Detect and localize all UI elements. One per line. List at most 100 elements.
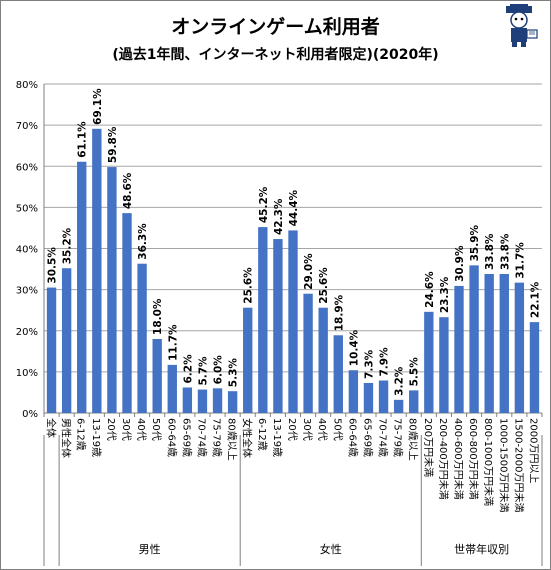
category-label: 6-12歳	[256, 418, 268, 451]
bar	[409, 390, 419, 413]
category-label: 13-19歳	[271, 418, 283, 457]
bar	[484, 273, 494, 413]
bar	[122, 213, 132, 413]
category-label: 75-79歳	[211, 418, 223, 457]
bar	[499, 273, 509, 413]
chart-subtitle: (過去1年間、インターネット利用者限定)(2020年)	[112, 47, 439, 63]
bar	[424, 311, 434, 413]
category-label: 80歳以上	[226, 418, 238, 461]
data-label: 5.5%	[409, 357, 421, 387]
category-label: 女性全体	[241, 418, 254, 458]
data-label: 7.9%	[379, 347, 391, 377]
bar	[61, 268, 72, 413]
bar	[348, 370, 359, 413]
category-label: 2000万円以上	[527, 418, 539, 483]
bar	[378, 380, 389, 413]
data-label: 33.8%	[484, 233, 496, 270]
y-tick-label: 10%	[16, 368, 38, 379]
bar	[182, 387, 193, 413]
data-label: 7.3%	[363, 349, 375, 379]
category-label: 1000-1500万円未満	[497, 418, 509, 513]
category-label: 400-600万円未満	[452, 418, 464, 500]
data-label: 30.5%	[47, 247, 59, 284]
category-label: 600-800万円未満	[467, 418, 479, 500]
data-label: 24.6%	[424, 271, 436, 308]
category-label: 13-19歳	[90, 418, 102, 457]
y-tick-label: 30%	[16, 286, 38, 297]
category-label: 1500-2000万円未満	[512, 418, 524, 513]
bar	[288, 230, 298, 413]
bar	[227, 391, 238, 413]
data-label: 36.3%	[137, 223, 149, 260]
group-label: 世帯年収別	[454, 542, 509, 556]
y-tick-label: 80%	[16, 80, 38, 91]
bar	[152, 338, 162, 413]
data-label: 31.7%	[514, 242, 526, 279]
category-label: 6-12歳	[75, 418, 87, 451]
data-label: 10.4%	[348, 329, 360, 366]
bar	[92, 128, 102, 414]
category-label: 50代	[150, 418, 162, 441]
bar	[318, 307, 328, 413]
data-label: 23.3%	[439, 276, 451, 313]
data-label: 45.2%	[258, 186, 270, 223]
bar	[529, 322, 540, 413]
bar	[46, 287, 57, 413]
bar	[77, 161, 87, 413]
data-label: 35.2%	[62, 227, 74, 264]
category-label: 80歳以上	[407, 418, 419, 461]
bar	[303, 293, 313, 413]
data-label: 25.6%	[243, 267, 255, 304]
category-label: 200万円未満	[422, 418, 434, 477]
bar	[258, 227, 268, 413]
category-label: 60-64歳	[165, 418, 177, 457]
bar	[243, 307, 253, 413]
chart-title: オンラインゲーム利用者	[171, 16, 380, 38]
mascot-icon	[506, 4, 538, 47]
category-label: 30代	[120, 418, 132, 441]
bar	[137, 263, 147, 413]
y-tick-label: 0%	[22, 409, 38, 420]
y-tick-label: 50%	[16, 203, 38, 214]
bar	[167, 364, 177, 413]
category-label: 全体	[45, 418, 58, 438]
category-label: 30代	[301, 418, 313, 441]
data-label: 22.1%	[529, 281, 541, 318]
bar	[333, 335, 343, 413]
category-label: 65-69歳	[361, 418, 373, 457]
group-label: 男性	[139, 542, 161, 556]
data-label: 33.8%	[499, 233, 511, 270]
category-label: 50代	[331, 418, 343, 441]
data-label: 11.7%	[167, 324, 179, 361]
category-label: 70-74歳	[195, 418, 207, 457]
bar	[393, 399, 404, 413]
bar	[454, 285, 464, 413]
category-label: 男性全体	[60, 418, 73, 458]
data-label: 35.9%	[469, 224, 481, 261]
data-label: 18.9%	[333, 294, 345, 331]
y-tick-label: 70%	[16, 121, 38, 132]
data-label: 5.7%	[197, 356, 209, 386]
category-label: 20代	[286, 418, 298, 441]
category-label: 70-74歳	[377, 418, 389, 457]
data-label: 44.4%	[288, 189, 300, 226]
category-label: 20代	[105, 418, 117, 441]
bar	[107, 167, 117, 413]
data-label: 61.1%	[77, 121, 89, 158]
category-label: 800-1000万円未満	[482, 418, 494, 506]
y-tick-label: 20%	[16, 327, 38, 338]
data-label: 5.3%	[228, 358, 240, 388]
category-label: 40代	[135, 418, 147, 441]
bar	[363, 382, 374, 413]
data-label: 59.8%	[107, 126, 119, 163]
category-label: 65-69歳	[180, 418, 192, 457]
group-label: 女性	[320, 542, 342, 556]
category-label: 40代	[316, 418, 328, 441]
bar	[514, 282, 525, 413]
data-label: 30.9%	[454, 245, 466, 282]
y-tick-label: 60%	[16, 162, 38, 173]
bar	[197, 389, 208, 413]
data-label: 42.3%	[273, 198, 285, 235]
data-label: 6.0%	[213, 355, 225, 385]
